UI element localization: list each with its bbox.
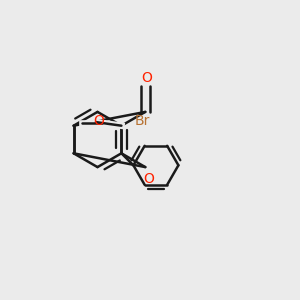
- Text: O: O: [141, 71, 152, 85]
- Text: O: O: [143, 172, 154, 186]
- Text: O: O: [94, 114, 104, 128]
- Text: Br: Br: [135, 114, 150, 128]
